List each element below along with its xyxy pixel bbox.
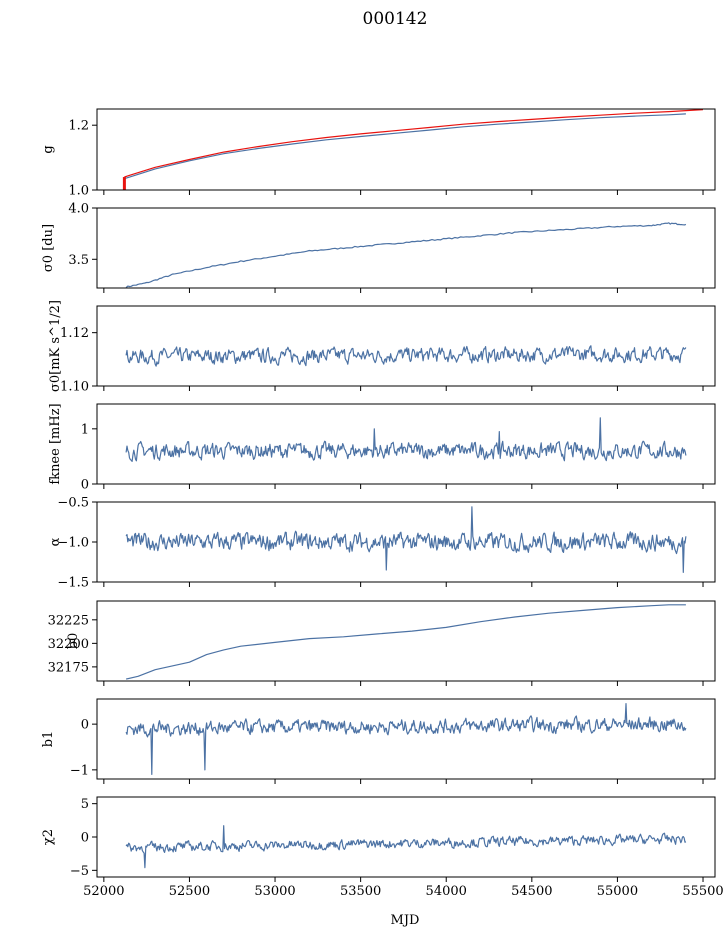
x-tick-label: 55000 [597,884,638,899]
panel-sigma0-du: 3.5 4.0 σ0 [du] [41,202,716,293]
y-tick-label: 1.10 [60,380,89,395]
y-tick-label: −1 [70,763,89,778]
series-line-g-0 [124,113,686,180]
y-tick-label: 1.2 [68,119,89,134]
series-line-sigma0-mk-0 [125,345,687,367]
x-axis-label: MJD [391,913,420,928]
panel-frame [96,305,716,387]
y-tick-label: 1 [81,422,89,437]
series-line-g-1 [124,109,704,178]
y-tick-label: 1.12 [60,326,89,341]
x-tick-label: 52000 [83,884,124,899]
y-tick-label: 1.0 [68,184,89,199]
y-tick-label: 32200 [48,637,89,652]
y-tick-label: −1.0 [57,536,89,551]
panel-frame [96,403,716,485]
x-tick-label: 54000 [426,884,467,899]
series-line-fknee-0 [125,417,687,462]
panel-g: 1.0 1.2 g [41,108,716,199]
y-tick-label: −0.5 [57,496,89,511]
y-axis-label-b1: b1 [41,731,56,748]
panel-frame [96,698,716,780]
x-tick-label: 55500 [682,884,723,899]
series-line-alpha-0 [125,506,687,573]
y-tick-label: 5 [81,797,89,812]
x-tick-label: 52500 [169,884,210,899]
y-axis-label-chi2: χ2 [41,829,56,845]
series-line-b0-0 [125,604,686,680]
y-axis-label-alpha: α [48,537,63,546]
y-tick-label: 4.0 [68,202,89,217]
y-tick-label: 32225 [48,613,89,628]
series-line-chi2-0 [125,825,687,869]
y-tick-label: 3.5 [68,253,89,268]
panel-alpha: −1.5 −1.0 −0.5 α [48,496,716,591]
panel-frame [96,600,716,682]
y-axis-label-sigma0-mk: σ0[mK s^1/2] [48,300,63,392]
y-axis-label-g: g [41,145,56,153]
panel-frame [96,207,716,289]
y-tick-label: 0 [81,831,89,846]
series-line-b1-0 [125,703,687,775]
y-axis-label-sigma0-du: σ0 [du] [41,224,56,272]
x-tick-label: 53500 [340,884,381,899]
panel-frame [96,796,716,878]
panel-b0: 32175 32200 32225 b0 [48,600,716,686]
panel-frame [96,108,716,191]
y-axis-label-b0: b0 [66,633,81,650]
y-tick-label: 32175 [48,660,89,675]
panel-fknee: 0 1 fknee [mHz] [48,403,716,493]
y-tick-label: −1.5 [57,576,89,591]
y-tick-label: 0 [81,478,89,493]
x-tick-label: 54500 [511,884,552,899]
panel-b1: −1 0 b1 [41,698,716,784]
y-tick-label: −5 [70,864,89,879]
y-axis-label-fknee: fknee [mHz] [48,403,63,484]
x-tick-label: 53000 [254,884,295,899]
figure-title: 000142 [363,9,428,29]
y-tick-label: 0 [81,718,89,733]
panel-chi2: 52000 52500 53000 53500 54000 54500 55000 55500… [41,796,724,899]
series-line-sigma0-du-0 [125,222,687,288]
